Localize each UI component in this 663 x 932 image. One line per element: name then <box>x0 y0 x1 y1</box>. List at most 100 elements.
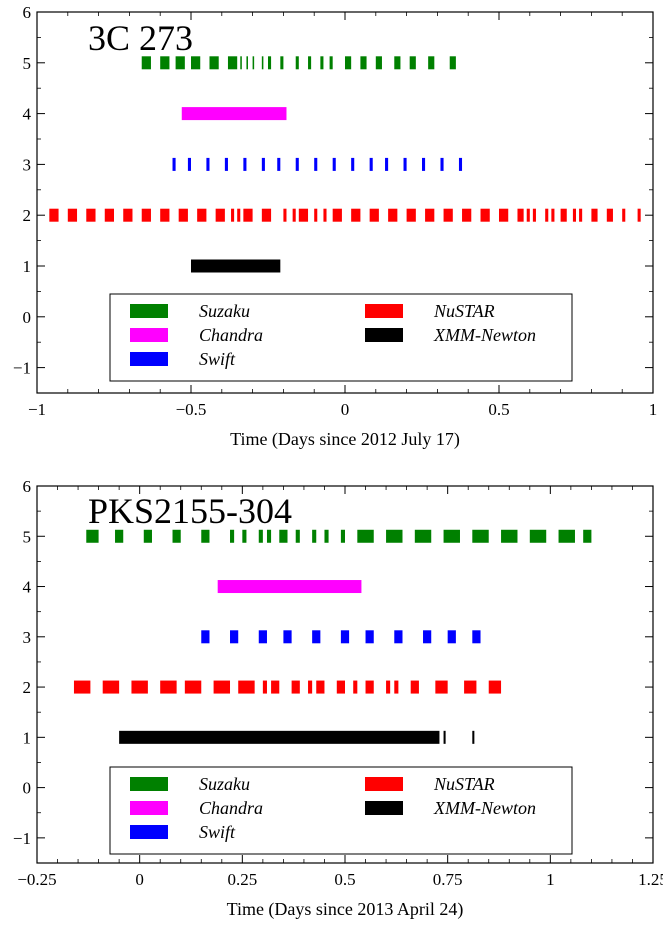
observation-segment <box>323 208 327 222</box>
observation-segment <box>526 208 530 222</box>
observation-segment <box>324 529 329 543</box>
observation-segment <box>375 56 382 70</box>
observation-segment <box>224 157 228 171</box>
y-tick-label: −1 <box>13 829 31 848</box>
observation-segment <box>360 56 367 70</box>
observation-segment <box>369 208 379 222</box>
observation-segment <box>271 680 280 694</box>
observation-segment <box>353 680 358 694</box>
observation-segment <box>440 157 444 171</box>
observation-segment <box>237 208 241 222</box>
legend: Suzaku Chandra Swift NuSTAR XMM-Newton <box>109 766 573 855</box>
y-tick-label: 2 <box>23 678 32 697</box>
observation-segment <box>295 157 299 171</box>
observation-segment <box>369 157 373 171</box>
observation-segment <box>213 680 231 694</box>
legend-label: NuSTAR <box>433 301 495 321</box>
observation-segment <box>227 56 238 70</box>
observation-segment <box>67 208 78 222</box>
observation-segment <box>191 56 201 70</box>
y-tick-label: 0 <box>23 308 32 327</box>
observation-segment <box>357 529 374 543</box>
observation-segment <box>160 208 170 222</box>
observation-segment <box>143 529 152 543</box>
legend-label: Swift <box>199 349 236 369</box>
observation-segment <box>394 680 399 694</box>
observation-segment <box>206 157 210 171</box>
panel-title: PKS2155-304 <box>88 491 292 531</box>
legend-label: Suzaku <box>199 774 250 794</box>
observation-segment <box>312 529 317 543</box>
observation-segment <box>532 208 536 222</box>
x-tick-label: −0.5 <box>176 400 207 419</box>
legend-swatch <box>130 777 168 791</box>
legend-label: NuSTAR <box>433 774 495 794</box>
observation-segment <box>215 208 225 222</box>
observation-segment <box>388 208 398 222</box>
observation-segment <box>172 157 176 171</box>
observation-segment <box>332 157 336 171</box>
observation-segment <box>423 630 432 644</box>
observation-segment <box>340 529 345 543</box>
observation-segment <box>351 157 355 171</box>
series-xmm-newton <box>191 259 281 273</box>
y-tick-label: 1 <box>23 257 32 276</box>
legend-swatch <box>130 825 168 839</box>
x-tick-label: 0.75 <box>433 870 463 889</box>
observation-segment <box>443 529 460 543</box>
x-tick-label: −0.25 <box>17 870 56 889</box>
observation-segment <box>268 56 272 70</box>
observation-segment <box>606 208 613 222</box>
x-tick-label: 1 <box>546 870 555 889</box>
observation-segment <box>242 529 247 543</box>
observation-segment <box>172 529 181 543</box>
legend-label: XMM-Newton <box>433 798 536 818</box>
observation-segment <box>409 56 416 70</box>
observation-segment <box>246 56 248 70</box>
panel-title: 3C 273 <box>88 18 193 58</box>
chart-panel-2: −0.25 0 0.25 0.5 0.75 1 1.25 −1 0 1 2 3 4 5 6 PKS2155-3… <box>13 477 663 920</box>
x-tick-label: 0.5 <box>488 400 509 419</box>
observation-segment <box>262 680 267 694</box>
observation-segment <box>141 208 151 222</box>
observation-segment <box>394 56 401 70</box>
observation-segment <box>499 208 509 222</box>
observation-segment <box>243 208 253 222</box>
observation-segment <box>160 56 170 70</box>
observation-segment <box>197 208 207 222</box>
observation-segment <box>295 56 299 70</box>
x-tick-label: −1 <box>28 400 46 419</box>
observation-segment <box>422 157 426 171</box>
observation-segment <box>266 529 272 543</box>
observation-segment <box>230 630 239 644</box>
x-tick-label: 0 <box>341 400 350 419</box>
legend: Suzaku Chandra Swift NuSTAR XMM-Newton <box>109 293 573 382</box>
observation-segment <box>403 157 407 171</box>
series-suzaku <box>86 529 592 543</box>
legend-swatch <box>365 801 403 815</box>
y-tick-label: 3 <box>23 628 32 647</box>
observation-segment <box>312 630 321 644</box>
observation-segment <box>637 208 641 222</box>
observation-segment <box>141 56 151 70</box>
legend-swatch <box>130 328 168 342</box>
observation-segment <box>49 208 59 222</box>
y-tick-label: 4 <box>23 578 32 597</box>
observation-segment <box>261 208 272 222</box>
series-nustar <box>73 680 502 694</box>
observation-segment <box>252 56 255 70</box>
observation-segment <box>462 208 472 222</box>
observation-segment <box>572 208 576 222</box>
observation-segment <box>131 680 148 694</box>
legend-swatch <box>365 328 403 342</box>
observation-segment <box>351 208 361 222</box>
y-tick-label: 4 <box>23 105 32 124</box>
observation-segment <box>336 680 345 694</box>
y-tick-label: 0 <box>23 779 32 798</box>
observation-segment <box>217 580 362 594</box>
observation-segment <box>443 208 453 222</box>
observation-segment <box>261 157 265 171</box>
observation-segment <box>295 529 300 543</box>
observation-segment <box>298 208 309 222</box>
legend-swatch <box>130 304 168 318</box>
